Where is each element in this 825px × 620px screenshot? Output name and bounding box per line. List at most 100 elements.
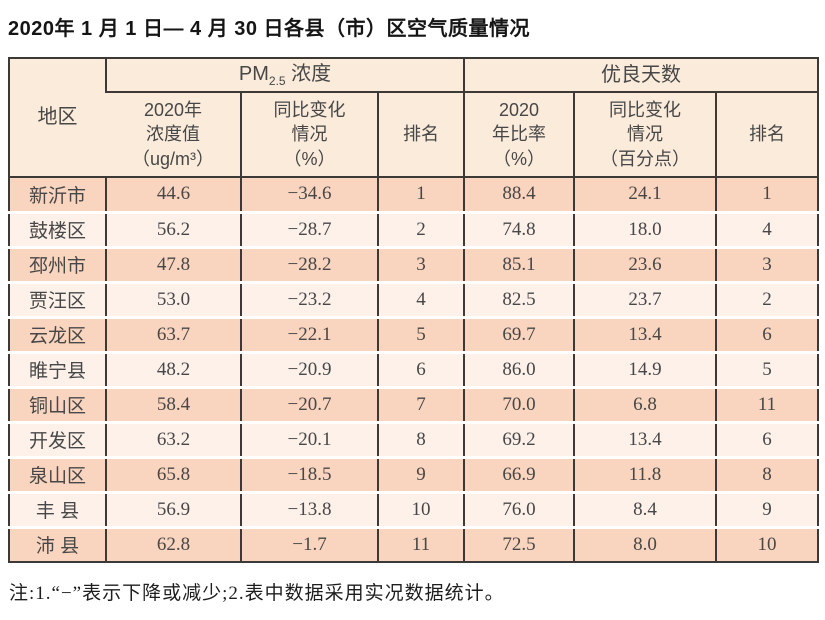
value-cell: 6 xyxy=(715,315,819,352)
value-cell: 9 xyxy=(376,455,465,492)
value-cell: 82.5 xyxy=(463,280,575,317)
value-cell: 8.0 xyxy=(573,525,717,562)
pm25-label-main: PM xyxy=(238,62,269,85)
pm25-label-rest: 浓度 xyxy=(285,62,332,85)
region-cell: 丰 县 xyxy=(9,490,106,527)
value-cell: 44.6 xyxy=(105,177,241,212)
value-cell: 5 xyxy=(715,350,819,387)
value-cell: 23.7 xyxy=(573,280,717,317)
column-header-pm-change: 同比变化 情况 （%） xyxy=(240,92,378,178)
region-cell: 新沂市 xyxy=(9,177,106,212)
value-cell: 6 xyxy=(715,420,819,457)
value-cell: −13.8 xyxy=(240,490,378,527)
value-cell: 6.8 xyxy=(573,385,717,422)
region-cell: 睢宁县 xyxy=(9,350,106,387)
value-cell: 69.7 xyxy=(463,315,575,352)
value-cell: 85.1 xyxy=(463,245,575,282)
table-row: 新沂市 44.6 −34.6 1 88.4 24.1 1 xyxy=(9,177,819,212)
value-cell: 56.9 xyxy=(105,490,241,527)
value-cell: 13.4 xyxy=(573,315,717,352)
column-header-good-rank: 排名 xyxy=(715,92,819,178)
value-cell: 66.9 xyxy=(463,455,575,492)
value-cell: 7 xyxy=(376,385,465,422)
value-cell: 9 xyxy=(715,490,819,527)
value-cell: 48.2 xyxy=(105,350,241,387)
value-cell: −18.5 xyxy=(240,455,378,492)
value-cell: 2 xyxy=(715,280,819,317)
table-row: 邳州市 47.8 −28.2 3 85.1 23.6 3 xyxy=(9,245,819,282)
column-header-pm-rank: 排名 xyxy=(376,92,465,178)
footnote: 注:1.“−”表示下降或减少;2.表中数据采用实况数据统计。 xyxy=(9,583,505,604)
value-cell: −28.7 xyxy=(240,210,378,247)
value-cell: 63.7 xyxy=(105,315,241,352)
table-row: 沛 县 62.8 −1.7 11 72.5 8.0 10 xyxy=(9,525,819,562)
header-group-row: 地区 PM2.5 浓度 优良天数 xyxy=(9,58,819,178)
column-header-region: 地区 xyxy=(9,58,106,178)
value-cell: 88.4 xyxy=(463,177,575,212)
value-cell: −1.7 xyxy=(240,525,378,562)
value-cell: 63.2 xyxy=(105,420,241,457)
value-cell: 74.8 xyxy=(463,210,575,247)
value-cell: 18.0 xyxy=(573,210,717,247)
value-cell: 10 xyxy=(376,490,465,527)
value-cell: 11.8 xyxy=(573,455,717,492)
value-cell: 86.0 xyxy=(463,350,575,387)
value-cell: 1 xyxy=(715,177,819,212)
table-header: 地区 PM2.5 浓度 优良天数 2020年 浓度值 （ug/m³） 同比变化 … xyxy=(9,58,819,178)
value-cell: 13.4 xyxy=(573,420,717,457)
page-title: 2020年 1 月 1 日— 4 月 30 日各县（市）区空气质量情况 xyxy=(8,18,531,40)
value-cell: 5 xyxy=(376,315,465,352)
value-cell: −23.2 xyxy=(240,280,378,317)
value-cell: 53.0 xyxy=(105,280,241,317)
value-cell: 1 xyxy=(376,177,465,212)
column-header-pm-value: 2020年 浓度值 （ug/m³） xyxy=(106,92,241,178)
table-row: 鼓楼区 56.2 −28.7 2 74.8 18.0 4 xyxy=(9,210,819,247)
value-cell: 58.4 xyxy=(105,385,241,422)
value-cell: 11 xyxy=(376,525,465,562)
column-group-pm25: PM2.5 浓度 xyxy=(104,58,465,93)
value-cell: −20.1 xyxy=(240,420,378,457)
column-header-good-change: 同比变化 情况 （百分点） xyxy=(573,92,717,178)
region-cell: 开发区 xyxy=(9,420,106,457)
table-row: 铜山区 58.4 −20.7 7 70.0 6.8 11 xyxy=(9,385,819,422)
region-cell: 鼓楼区 xyxy=(9,210,106,247)
value-cell: 3 xyxy=(376,245,465,282)
value-cell: 11 xyxy=(715,385,819,422)
value-cell: 72.5 xyxy=(463,525,575,562)
value-cell: 4 xyxy=(376,280,465,317)
region-cell: 邳州市 xyxy=(9,245,106,282)
value-cell: 62.8 xyxy=(105,525,241,562)
value-cell: −34.6 xyxy=(240,177,378,212)
value-cell: 70.0 xyxy=(463,385,575,422)
table-row: 睢宁县 48.2 −20.9 6 86.0 14.9 5 xyxy=(9,350,819,387)
value-cell: −20.9 xyxy=(240,350,378,387)
value-cell: −22.1 xyxy=(240,315,378,352)
region-cell: 泉山区 xyxy=(9,455,106,492)
value-cell: 47.8 xyxy=(105,245,241,282)
air-quality-table: 地区 PM2.5 浓度 优良天数 2020年 浓度值 （ug/m³） 同比变化 … xyxy=(8,57,820,563)
value-cell: 8 xyxy=(715,455,819,492)
value-cell: 4 xyxy=(715,210,819,247)
value-cell: −28.2 xyxy=(240,245,378,282)
value-cell: 10 xyxy=(715,525,819,562)
region-cell: 云龙区 xyxy=(9,315,106,352)
region-cell: 贾汪区 xyxy=(9,280,106,317)
value-cell: −20.7 xyxy=(240,385,378,422)
value-cell: 8.4 xyxy=(573,490,717,527)
value-cell: 76.0 xyxy=(463,490,575,527)
table-row: 泉山区 65.8 −18.5 9 66.9 11.8 8 xyxy=(9,455,819,492)
value-cell: 2 xyxy=(376,210,465,247)
table-row: 开发区 63.2 −20.1 8 69.2 13.4 6 xyxy=(9,420,819,457)
value-cell: 23.6 xyxy=(573,245,717,282)
value-cell: 14.9 xyxy=(573,350,717,387)
column-group-good-days: 优良天数 xyxy=(463,58,819,93)
table-row: 丰 县 56.9 −13.8 10 76.0 8.4 9 xyxy=(9,490,819,527)
table-row: 贾汪区 53.0 −23.2 4 82.5 23.7 2 xyxy=(9,280,819,317)
value-cell: 8 xyxy=(376,420,465,457)
value-cell: 65.8 xyxy=(105,455,241,492)
value-cell: 56.2 xyxy=(105,210,241,247)
region-cell: 沛 县 xyxy=(9,525,106,562)
value-cell: 69.2 xyxy=(463,420,575,457)
column-header-good-ratio: 2020 年比率 （%） xyxy=(463,92,575,178)
